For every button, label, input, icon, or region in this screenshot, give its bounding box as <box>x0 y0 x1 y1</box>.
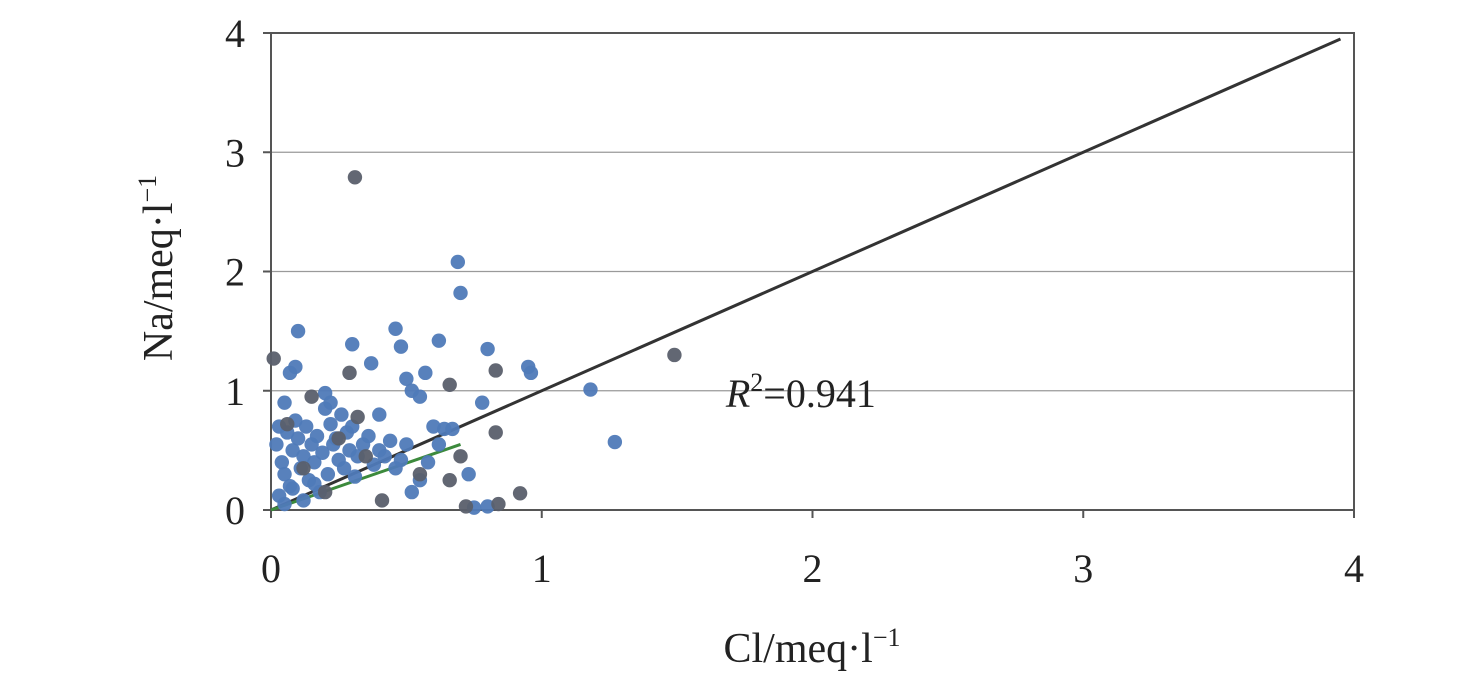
y-tick-label: 2 <box>225 250 245 295</box>
x-tick-label: 4 <box>1344 546 1364 591</box>
data-point <box>274 455 290 470</box>
data-point <box>288 359 303 375</box>
data-point <box>491 496 506 512</box>
data-point <box>461 467 476 482</box>
data-point <box>361 428 376 444</box>
data-point <box>269 437 284 452</box>
y-tick-label: 4 <box>225 11 245 56</box>
data-point <box>399 371 414 387</box>
r-squared-superscript: 2 <box>750 368 763 397</box>
x-tick-label: 2 <box>803 546 823 591</box>
data-point <box>317 484 333 500</box>
y-axis-label-superscript: −1 <box>133 175 162 203</box>
data-point <box>374 493 390 508</box>
data-point <box>309 428 325 444</box>
axis-ticks: 0 1 2 3 4 0 1 2 3 4 <box>225 11 1364 591</box>
reference-line <box>270 37 1342 512</box>
data-point <box>480 499 495 514</box>
data-point <box>431 333 447 348</box>
data-point <box>372 407 387 422</box>
r-squared-annotation: R2=0.941 <box>725 368 876 416</box>
data-point <box>307 476 322 491</box>
data-point <box>277 467 292 482</box>
y-tick-label: 0 <box>225 488 245 533</box>
data-point <box>290 323 306 339</box>
data-point <box>450 254 466 270</box>
data-point <box>296 493 311 508</box>
data-point <box>404 484 419 500</box>
y-tick-label: 1 <box>225 369 245 414</box>
data-point <box>474 395 490 410</box>
data-point <box>393 452 409 468</box>
x-tick-label: 3 <box>1073 546 1093 591</box>
data-point <box>358 449 373 464</box>
x-tick-label: 1 <box>532 546 552 591</box>
data-point <box>399 437 414 452</box>
data-point <box>426 419 441 434</box>
data-point <box>363 356 379 371</box>
data-point <box>442 377 457 392</box>
data-point <box>280 416 295 432</box>
data-point <box>388 321 403 336</box>
data-point <box>307 455 322 470</box>
data-point <box>323 395 338 410</box>
data-point <box>523 365 539 381</box>
data-point <box>445 421 460 437</box>
y-axis-title: Na/meq·l−1 <box>133 175 182 361</box>
x-axis-label: Cl/meq·l <box>724 626 873 672</box>
data-point <box>382 433 398 449</box>
r-squared-symbol: R <box>725 371 750 416</box>
data-point <box>347 170 363 185</box>
y-tick-label: 3 <box>225 130 245 175</box>
data-point <box>453 449 468 464</box>
data-point <box>315 445 330 460</box>
x-axis-label-superscript: −1 <box>873 623 901 652</box>
data-point <box>420 455 436 470</box>
data-point <box>442 472 457 488</box>
data-point <box>480 341 495 357</box>
data-point <box>431 437 447 452</box>
data-point <box>345 337 360 352</box>
data-point <box>377 449 392 464</box>
data-point <box>418 365 433 381</box>
data-point <box>336 461 352 476</box>
data-point <box>266 351 281 366</box>
data-point <box>277 395 292 410</box>
data-point <box>342 365 357 381</box>
data-point <box>488 425 503 440</box>
data-point <box>285 443 300 458</box>
data-point <box>512 486 528 501</box>
data-point <box>350 409 365 425</box>
data-point <box>393 339 409 354</box>
data-point <box>320 467 336 482</box>
data-point <box>607 434 623 450</box>
data-point <box>334 407 349 422</box>
data-point <box>412 467 428 482</box>
y-axis-label: Na/meq·l <box>136 203 182 362</box>
data-point <box>583 382 598 397</box>
data-point <box>323 416 338 432</box>
data-points <box>266 170 682 515</box>
data-point <box>412 389 428 404</box>
data-point <box>453 285 468 301</box>
data-point <box>331 431 346 446</box>
data-point <box>458 499 474 514</box>
data-point <box>296 461 311 476</box>
data-point <box>347 469 363 484</box>
data-point <box>488 363 503 378</box>
data-point <box>298 419 314 434</box>
data-point <box>290 431 306 446</box>
data-point <box>296 449 311 464</box>
data-point <box>277 496 292 512</box>
r-squared-value: =0.941 <box>763 371 876 416</box>
x-axis-title: Cl/meq·l−1 <box>724 623 901 672</box>
data-point <box>667 347 682 363</box>
data-point <box>285 481 300 496</box>
data-point <box>304 389 319 404</box>
x-tick-label: 0 <box>261 546 281 591</box>
